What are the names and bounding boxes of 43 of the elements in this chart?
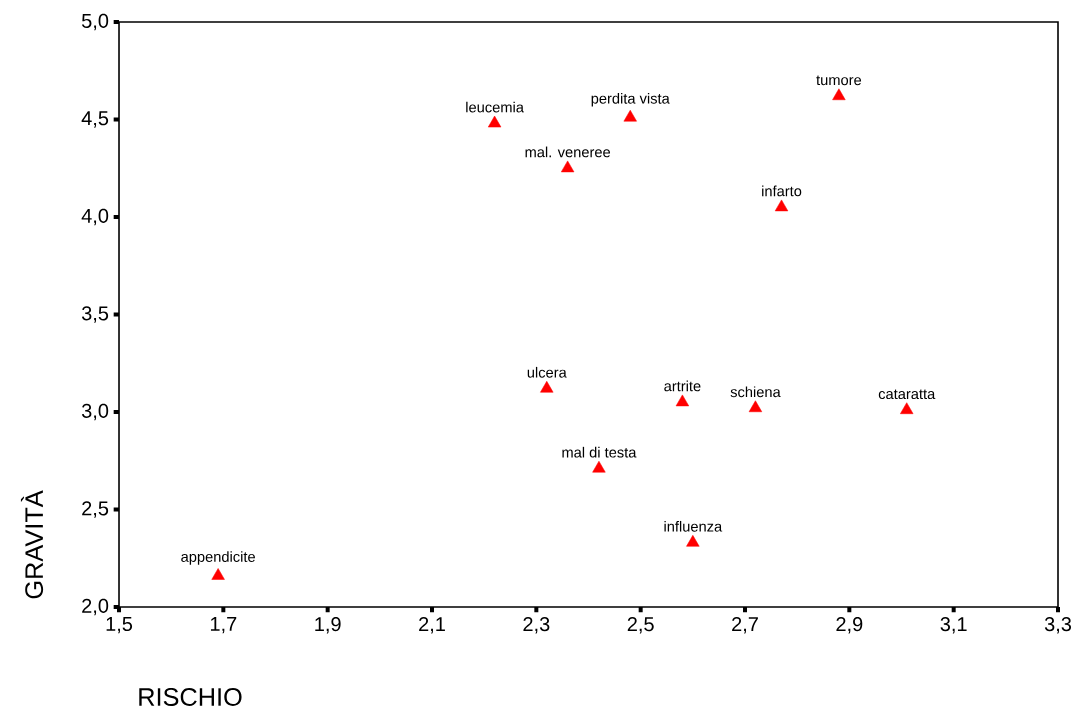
- annotation: perdita vista: [591, 92, 670, 107]
- annotation: mal. veneree: [525, 146, 611, 158]
- y-tick-label: 2,0: [82, 598, 109, 616]
- point: [592, 460, 606, 473]
- annotation: artrite: [664, 380, 701, 392]
- point: [748, 400, 763, 413]
- point: [675, 394, 690, 407]
- x-tick-label: 1,9: [315, 617, 341, 634]
- x-tick-label: 2,1: [419, 617, 445, 634]
- annotation: tumore: [816, 75, 862, 86]
- x-tick-label: 2,5: [627, 617, 654, 634]
- x-tick-label: 3,1: [940, 617, 967, 634]
- point: [211, 568, 225, 580]
- annotation: influenza: [664, 520, 723, 532]
- y-tick-label: 4,0: [81, 208, 109, 226]
- point: [774, 199, 789, 212]
- annotation: infarto: [762, 185, 802, 197]
- annotation: ulcera: [527, 366, 567, 378]
- y-tick-label: 4,5: [81, 111, 109, 128]
- annotation: schiena: [730, 386, 781, 398]
- annotation: appendicite: [181, 551, 255, 565]
- point: [686, 535, 700, 547]
- point: [623, 109, 637, 122]
- y-tick-label: 3,5: [81, 306, 109, 323]
- annotation: leucemia: [466, 101, 524, 113]
- y-axis-title: GRAVITÀ: [20, 490, 44, 599]
- x-tick-label: 2,3: [523, 617, 550, 634]
- x-axis-title: RISCHIO: [139, 688, 242, 706]
- y-tick-label: 5,0: [81, 13, 109, 31]
- x-tick-label: 2,7: [732, 617, 758, 634]
- point: [487, 115, 502, 128]
- point: [540, 380, 554, 393]
- y-tick-label: 3,0: [81, 403, 109, 421]
- y-tick-label: 2,5: [82, 501, 109, 518]
- annotation: cataratta: [878, 389, 936, 400]
- point: [900, 402, 914, 414]
- x-tick-label: 3,3: [1044, 617, 1072, 634]
- point: [561, 160, 575, 173]
- annotation: mal di testa: [562, 446, 637, 458]
- x-tick-label: 1,7: [210, 617, 237, 634]
- point: [832, 88, 846, 101]
- x-tick-label: 2,9: [836, 617, 863, 634]
- x-tick-label: 1,5: [106, 617, 133, 634]
